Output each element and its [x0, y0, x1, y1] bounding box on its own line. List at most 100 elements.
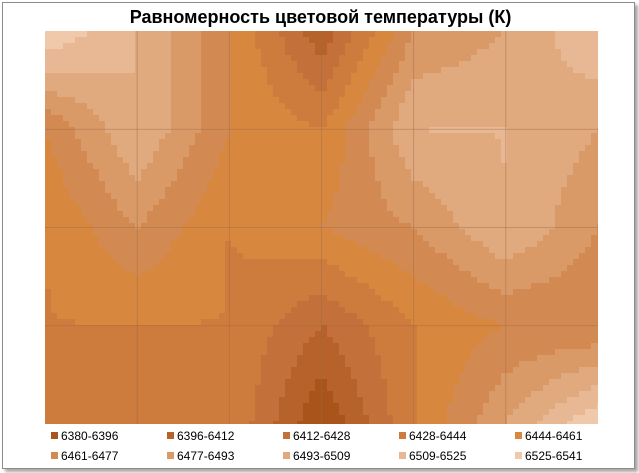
- contour-cell: [501, 115, 508, 122]
- contour-cell: [507, 127, 514, 134]
- contour-cell: [351, 55, 358, 62]
- contour-cell: [183, 283, 190, 290]
- contour-cell: [525, 91, 532, 98]
- contour-cell: [471, 127, 478, 134]
- contour-cell: [297, 337, 304, 344]
- contour-cell: [333, 73, 340, 80]
- contour-cell: [513, 31, 520, 38]
- contour-cell: [201, 85, 208, 92]
- contour-cell: [51, 271, 58, 278]
- contour-cell: [393, 319, 400, 326]
- contour-cell: [525, 235, 532, 242]
- contour-cell: [99, 91, 106, 98]
- contour-cell: [435, 193, 442, 200]
- contour-cell: [351, 163, 358, 170]
- contour-cell: [453, 133, 460, 140]
- contour-cell: [357, 325, 364, 332]
- contour-cell: [177, 79, 184, 86]
- contour-cell: [153, 79, 160, 86]
- contour-cell: [429, 307, 436, 314]
- contour-cell: [453, 319, 460, 326]
- contour-cell: [447, 277, 454, 284]
- contour-cell: [51, 151, 58, 158]
- contour-cell: [153, 169, 160, 176]
- contour-cell: [267, 175, 274, 182]
- contour-cell: [279, 115, 286, 122]
- contour-cell: [81, 283, 88, 290]
- contour-cell: [459, 115, 466, 122]
- contour-cell: [105, 349, 112, 356]
- contour-cell: [429, 145, 436, 152]
- contour-cell: [339, 331, 346, 338]
- contour-cell: [261, 217, 268, 224]
- contour-cell: [159, 163, 166, 170]
- contour-cell: [579, 223, 586, 230]
- contour-cell: [87, 151, 94, 158]
- contour-cell: [573, 199, 580, 206]
- contour-cell: [291, 115, 298, 122]
- contour-cell: [483, 91, 490, 98]
- contour-cell: [171, 289, 178, 296]
- contour-cell: [261, 97, 268, 104]
- contour-cell: [573, 265, 580, 272]
- contour-cell: [489, 325, 496, 332]
- contour-cell: [339, 193, 346, 200]
- contour-cell: [219, 127, 226, 134]
- contour-cell: [597, 79, 598, 86]
- contour-cell: [495, 199, 502, 206]
- contour-cell: [177, 139, 184, 146]
- contour-cell: [285, 199, 292, 206]
- contour-cell: [165, 163, 172, 170]
- contour-cell: [243, 73, 250, 80]
- contour-cell: [147, 337, 154, 344]
- contour-cell: [321, 163, 328, 170]
- contour-cell: [483, 31, 490, 38]
- contour-cell: [405, 121, 412, 128]
- contour-cell: [411, 139, 418, 146]
- contour-cell: [441, 97, 448, 104]
- contour-cell: [117, 121, 124, 128]
- contour-cell: [45, 253, 52, 260]
- contour-cell: [213, 133, 220, 140]
- contour-cell: [123, 115, 130, 122]
- contour-cell: [45, 115, 52, 122]
- contour-cell: [57, 199, 64, 206]
- contour-cell: [171, 169, 178, 176]
- contour-cell: [261, 289, 268, 296]
- contour-cell: [567, 85, 574, 92]
- contour-cell: [429, 175, 436, 182]
- contour-cell: [495, 277, 502, 284]
- contour-cell: [201, 151, 208, 158]
- contour-cell: [153, 343, 160, 350]
- contour-cell: [363, 157, 370, 164]
- contour-cell: [435, 157, 442, 164]
- contour-cell: [171, 157, 178, 164]
- contour-cell: [597, 181, 598, 188]
- contour-cell: [345, 151, 352, 158]
- contour-cell: [477, 199, 484, 206]
- contour-cell: [261, 133, 268, 140]
- contour-cell: [459, 61, 466, 68]
- contour-cell: [267, 109, 274, 116]
- contour-cell: [573, 313, 580, 320]
- contour-cell: [579, 181, 586, 188]
- contour-cell: [567, 181, 574, 188]
- contour-cell: [477, 307, 484, 314]
- contour-cell: [285, 181, 292, 188]
- contour-cell: [513, 205, 520, 212]
- contour-cell: [519, 271, 526, 278]
- contour-cell: [207, 289, 214, 296]
- contour-cell: [381, 91, 388, 98]
- contour-cell: [219, 313, 226, 320]
- contour-cell: [171, 325, 178, 332]
- contour-cell: [129, 37, 136, 44]
- contour-cell: [585, 289, 592, 296]
- contour-cell: [483, 127, 490, 134]
- contour-cell: [525, 55, 532, 62]
- contour-cell: [93, 103, 100, 110]
- contour-cell: [507, 139, 514, 146]
- contour-cell: [363, 217, 370, 224]
- contour-cell: [387, 109, 394, 116]
- contour-cell: [207, 343, 214, 350]
- contour-cell: [369, 241, 376, 248]
